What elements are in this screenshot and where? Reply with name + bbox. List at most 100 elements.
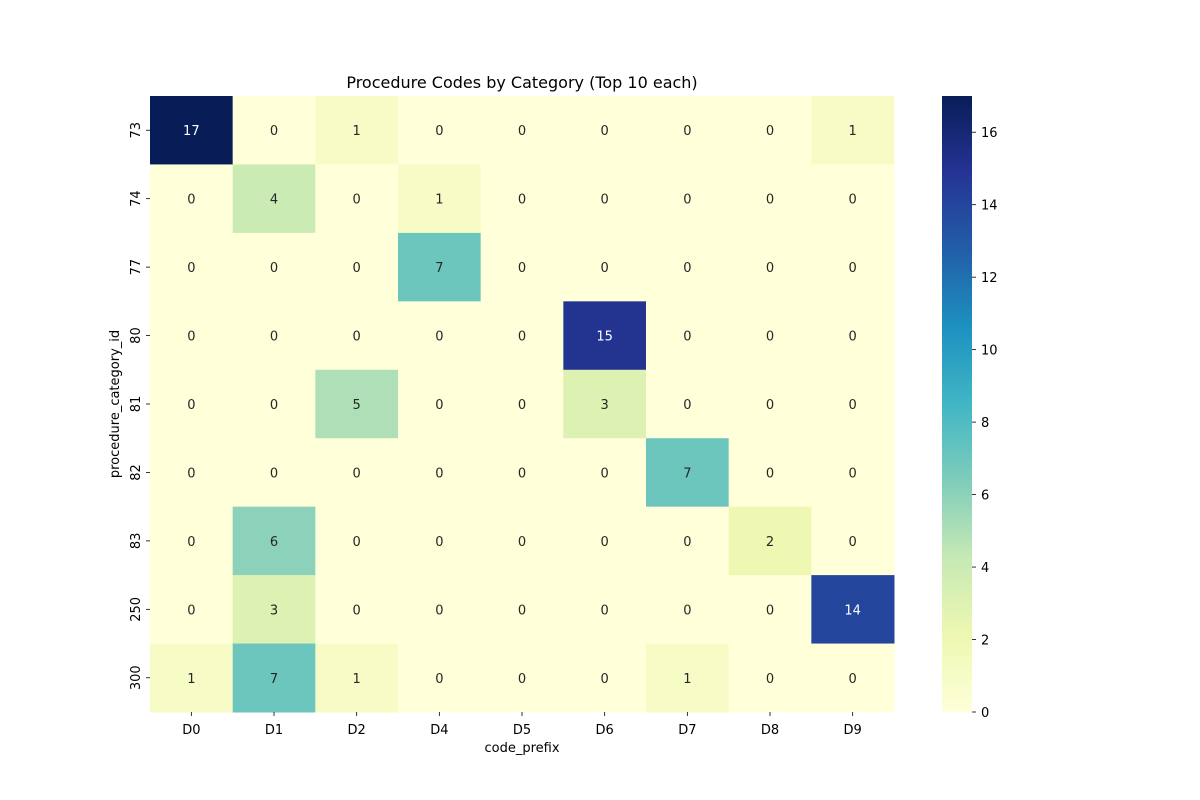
cell-value-label: 0 bbox=[187, 466, 195, 481]
heatmap-cell bbox=[315, 232, 399, 302]
cell-value-label: 15 bbox=[596, 330, 613, 345]
cell-value-label: 17 bbox=[183, 124, 200, 139]
y-tick-label: 77 bbox=[129, 259, 144, 276]
cell-value-label: 0 bbox=[435, 672, 443, 687]
heatmap-cell bbox=[398, 164, 482, 234]
heatmap-cell bbox=[232, 96, 316, 165]
cell-value-label: 1 bbox=[435, 193, 443, 208]
heatmap-cell bbox=[728, 643, 812, 713]
x-tick-label: D7 bbox=[678, 723, 696, 738]
cell-value-label: 0 bbox=[353, 330, 361, 345]
cell-value-label: 0 bbox=[187, 193, 195, 208]
heatmap-cell bbox=[480, 438, 564, 508]
heatmap-cell bbox=[811, 575, 895, 645]
cell-value-label: 1 bbox=[187, 672, 195, 687]
heatmap-cell bbox=[646, 232, 730, 302]
y-tick-label: 74 bbox=[129, 190, 144, 207]
cell-value-label: 1 bbox=[683, 672, 691, 687]
cell-value-label: 0 bbox=[766, 330, 774, 345]
heatmap-cell bbox=[728, 575, 812, 645]
cell-value-label: 0 bbox=[518, 398, 526, 413]
x-tick-label: D2 bbox=[348, 723, 366, 738]
heatmap-cell bbox=[811, 232, 895, 302]
heatmap-cell bbox=[646, 438, 730, 508]
cell-value-label: 0 bbox=[766, 603, 774, 618]
cell-value-label: 0 bbox=[601, 535, 609, 550]
cell-value-label: 0 bbox=[187, 398, 195, 413]
heatmap-cell bbox=[480, 643, 564, 713]
x-tick-label: D8 bbox=[761, 723, 779, 738]
heatmap-cell bbox=[480, 369, 564, 439]
heatmap-cell bbox=[646, 369, 730, 439]
cell-value-label: 0 bbox=[518, 261, 526, 276]
y-tick-label: 83 bbox=[129, 533, 144, 550]
heatmap-cell bbox=[315, 438, 399, 508]
colorbar-tick-label: 4 bbox=[981, 561, 989, 576]
cell-value-label: 0 bbox=[518, 603, 526, 618]
x-tick-label: D9 bbox=[844, 723, 862, 738]
cell-value-label: 3 bbox=[270, 603, 278, 618]
heatmap-cell bbox=[811, 164, 895, 234]
cell-value-label: 0 bbox=[683, 261, 691, 276]
heatmap-cell bbox=[232, 575, 316, 645]
heatmap-cell bbox=[398, 438, 482, 508]
heatmap-cell bbox=[150, 438, 234, 508]
y-tick-label: 80 bbox=[129, 327, 144, 344]
cell-value-label: 0 bbox=[187, 330, 195, 345]
heatmap-cell bbox=[480, 506, 564, 576]
heatmap-cell bbox=[315, 506, 399, 576]
cell-value-label: 0 bbox=[766, 466, 774, 481]
heatmap-cell bbox=[563, 301, 647, 371]
heatmap-cell bbox=[728, 301, 812, 371]
y-tick-label: 82 bbox=[129, 464, 144, 481]
cell-value-label: 0 bbox=[683, 330, 691, 345]
cell-value-label: 0 bbox=[435, 466, 443, 481]
heatmap-cell bbox=[811, 301, 895, 371]
cell-value-label: 7 bbox=[435, 261, 443, 276]
y-tick-label: 300 bbox=[129, 665, 144, 690]
heatmap-cell bbox=[232, 301, 316, 371]
colorbar-tick-label: 6 bbox=[981, 489, 989, 504]
heatmap-cell bbox=[150, 164, 234, 234]
cell-value-label: 0 bbox=[601, 261, 609, 276]
cell-value-label: 14 bbox=[844, 603, 861, 618]
cell-value-label: 1 bbox=[353, 672, 361, 687]
heatmap-cell bbox=[811, 96, 895, 165]
heatmap-cell bbox=[398, 232, 482, 302]
heatmap-cell bbox=[480, 96, 564, 165]
cell-value-label: 0 bbox=[601, 603, 609, 618]
cell-value-label: 7 bbox=[683, 466, 691, 481]
x-axis-title: code_prefix bbox=[484, 741, 559, 756]
cell-value-label: 0 bbox=[435, 603, 443, 618]
heatmap-cell bbox=[563, 96, 647, 165]
heatmap-cell bbox=[811, 506, 895, 576]
heatmap-cell bbox=[646, 164, 730, 234]
heatmap-cell bbox=[728, 164, 812, 234]
cell-value-label: 0 bbox=[518, 466, 526, 481]
cell-value-label: 1 bbox=[353, 124, 361, 139]
heatmap-cell bbox=[398, 643, 482, 713]
cell-value-label: 0 bbox=[683, 603, 691, 618]
heatmap-cell bbox=[232, 369, 316, 439]
y-axis: 73 74 77 80 81 82 83 250 300 bbox=[129, 122, 150, 690]
heatmap-cell bbox=[563, 643, 647, 713]
colorbar-tick-label: 10 bbox=[981, 344, 998, 359]
chart-title: Procedure Codes by Category (Top 10 each… bbox=[346, 73, 697, 92]
heatmap-cell bbox=[563, 438, 647, 508]
cell-value-label: 0 bbox=[849, 398, 857, 413]
heatmap-cell bbox=[563, 369, 647, 439]
heatmap-cell bbox=[563, 506, 647, 576]
heatmap-cell bbox=[232, 438, 316, 508]
heatmap-cell bbox=[728, 232, 812, 302]
heatmap-cell bbox=[398, 575, 482, 645]
heatmap-cell bbox=[811, 643, 895, 713]
heatmap-cell bbox=[480, 232, 564, 302]
cell-value-label: 0 bbox=[601, 466, 609, 481]
heatmap-cell bbox=[315, 301, 399, 371]
cell-value-label: 0 bbox=[766, 124, 774, 139]
cell-value-label: 0 bbox=[435, 330, 443, 345]
heatmap-cell bbox=[563, 575, 647, 645]
cell-value-label: 5 bbox=[353, 398, 361, 413]
cell-value-label: 0 bbox=[435, 398, 443, 413]
